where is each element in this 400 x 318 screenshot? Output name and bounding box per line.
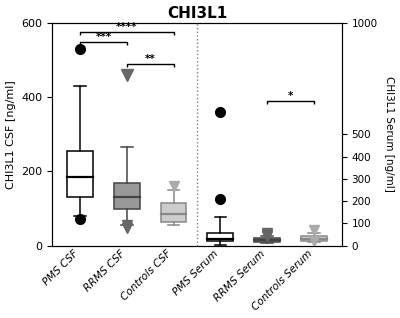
Y-axis label: CHI3L1 CSF [ng/ml]: CHI3L1 CSF [ng/ml] — [6, 80, 16, 189]
Text: ***: *** — [95, 32, 112, 42]
Bar — [254, 238, 280, 242]
Bar — [67, 151, 93, 197]
Bar — [161, 203, 186, 222]
Bar — [301, 236, 327, 241]
Title: CHI3L1: CHI3L1 — [167, 5, 227, 21]
Bar — [208, 233, 233, 241]
Text: **: ** — [145, 53, 156, 64]
Bar — [114, 183, 140, 209]
Y-axis label: CHI3L1 Serum [ng/ml]: CHI3L1 Serum [ng/ml] — [384, 76, 394, 192]
Text: ****: **** — [116, 22, 138, 32]
Text: *: * — [288, 91, 293, 100]
